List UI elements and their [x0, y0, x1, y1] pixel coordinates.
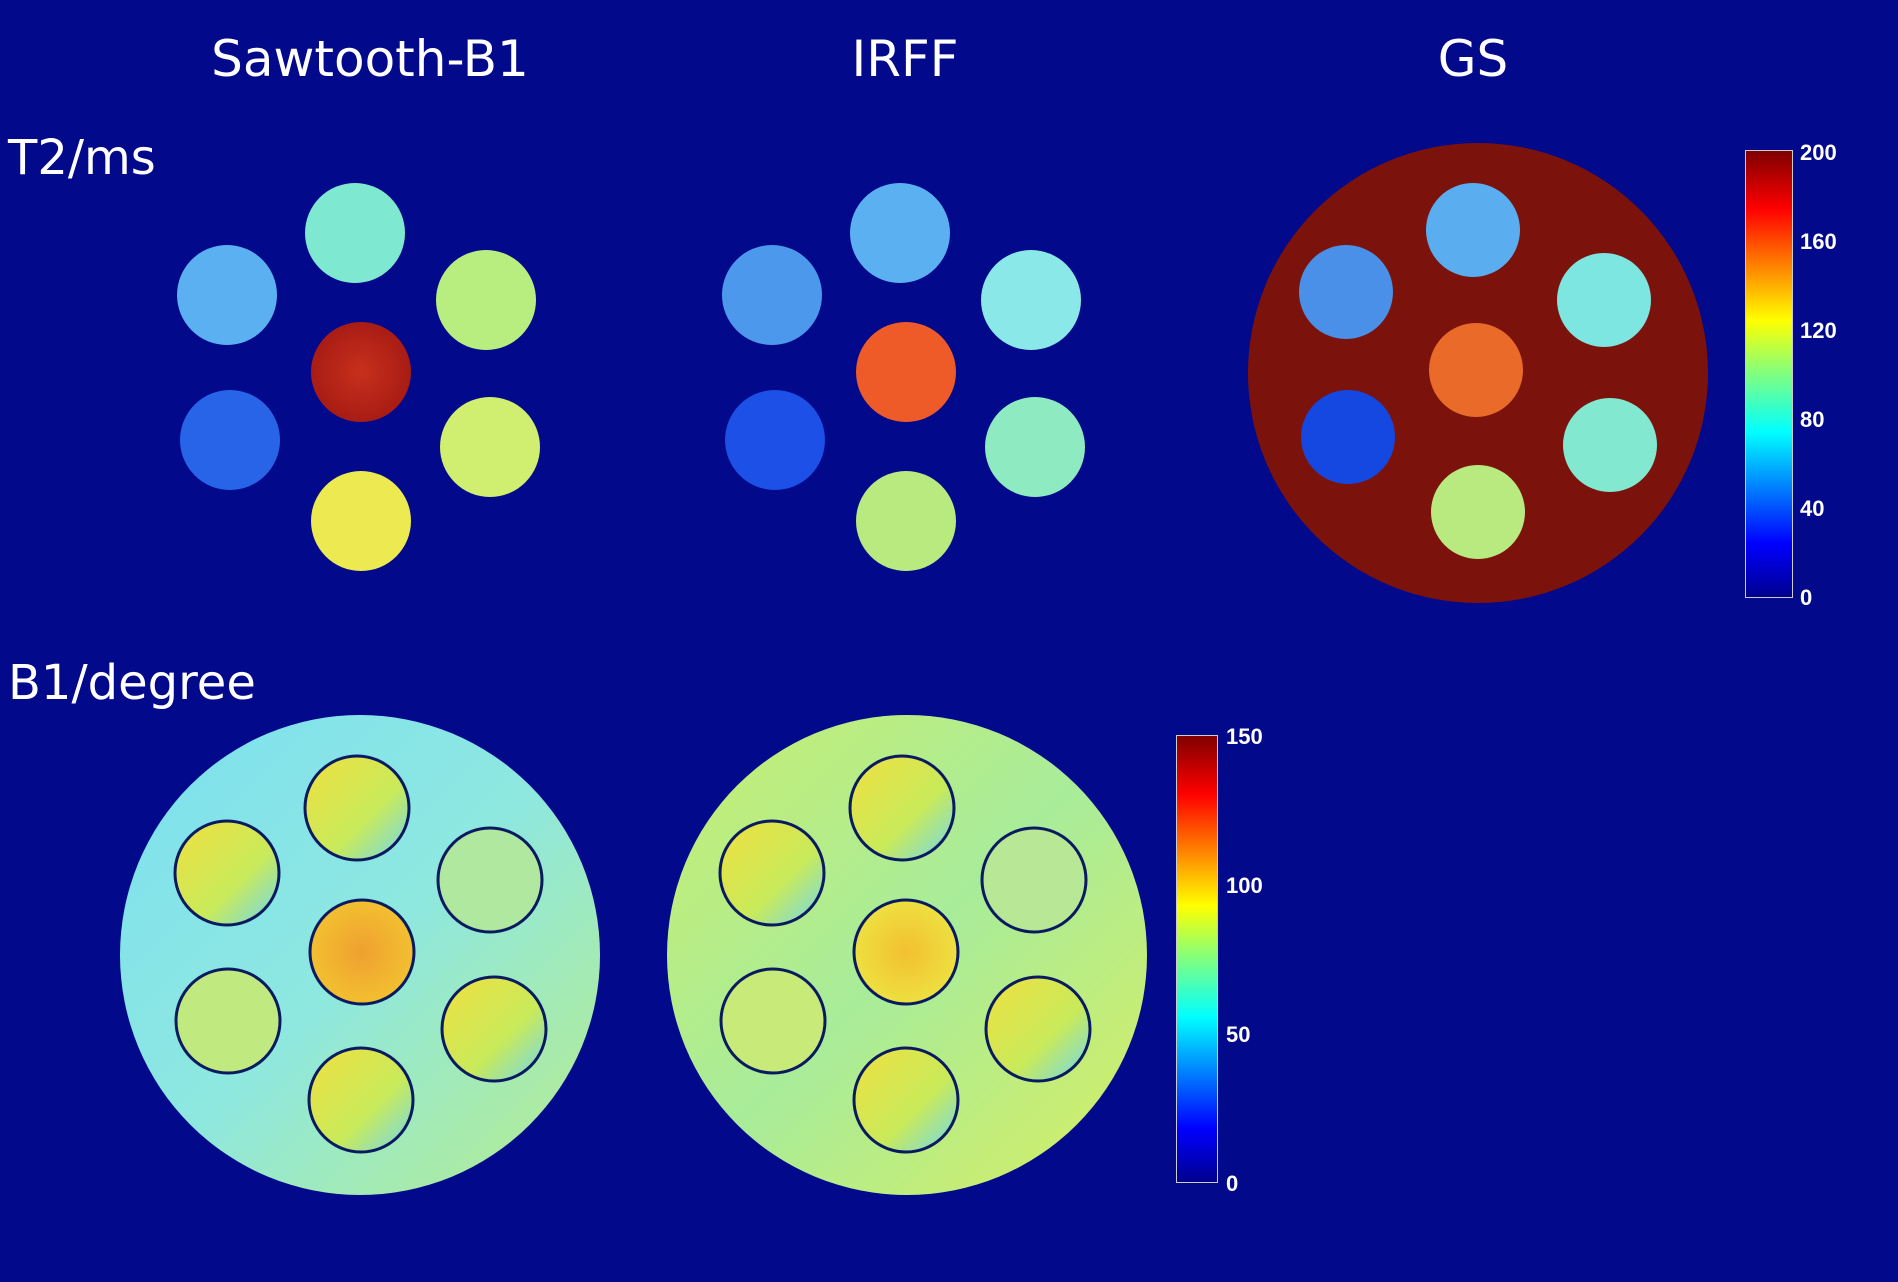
row-label-b1: B1/degree	[8, 655, 256, 711]
t2-tube-center	[1429, 323, 1523, 417]
t2-tube-3	[436, 250, 536, 350]
t2-map-sawtooth	[177, 183, 540, 571]
column-title-gs: GS	[1437, 30, 1509, 88]
b1-colorbar	[1176, 735, 1218, 1183]
t2-tube-5	[1563, 398, 1657, 492]
b1-tube-center	[852, 898, 960, 1006]
t2-colorbar	[1745, 150, 1793, 598]
t2-tube-5	[985, 397, 1085, 497]
t2-tube-4	[1301, 390, 1395, 484]
b1-tube-1	[303, 754, 411, 862]
t2-map-irff	[722, 183, 1085, 571]
b1-colorbar-tick: 100	[1226, 873, 1263, 898]
t2-tube-6	[1431, 465, 1525, 559]
t2-colorbar-tick: 40	[1800, 496, 1825, 521]
t2-tube-2	[1299, 245, 1393, 339]
b1-tube-2	[173, 819, 281, 927]
t2-colorbar-tick: 0	[1800, 585, 1813, 610]
t2-tube-2	[722, 245, 822, 345]
b1-tube-4	[174, 967, 282, 1075]
b1-colorbar-tick: 150	[1226, 724, 1263, 749]
t2-tube-4	[180, 390, 280, 490]
t2-colorbar-tick: 120	[1800, 318, 1837, 343]
t2-colorbar-tick: 80	[1800, 407, 1825, 432]
b1-tube-5	[440, 975, 548, 1083]
t2-tube-1	[1426, 183, 1520, 277]
b1-tube-center	[308, 898, 416, 1006]
b1-tube-1	[848, 754, 956, 862]
b1-map-sawtooth	[120, 715, 600, 1195]
b1-map-irff	[667, 715, 1147, 1195]
b1-tube-2	[718, 819, 826, 927]
t2-map-gs	[1248, 143, 1708, 603]
t2-tube-2	[177, 245, 277, 345]
t2-tube-6	[856, 471, 956, 571]
t2-tube-center	[856, 322, 956, 422]
t2-tube-3	[981, 250, 1081, 350]
t2-tube-center	[311, 322, 411, 422]
t2-tube-3	[1557, 253, 1651, 347]
t2-tube-5	[440, 397, 540, 497]
row-label-t2: T2/ms	[8, 130, 156, 186]
t2-tube-1	[305, 183, 405, 283]
b1-colorbar-tick: 50	[1226, 1022, 1251, 1047]
b1-tube-5	[984, 975, 1092, 1083]
t2-colorbar-tick: 160	[1800, 229, 1837, 254]
t2-colorbar-tick: 200	[1800, 140, 1837, 165]
column-title-irff: IRFF	[851, 30, 959, 88]
b1-tube-6	[852, 1046, 960, 1154]
b1-tube-4	[719, 967, 827, 1075]
b1-tube-6	[307, 1046, 415, 1154]
t2-tube-4	[725, 390, 825, 490]
b1-colorbar-tick: 0	[1226, 1171, 1239, 1196]
t2-tube-1	[850, 183, 950, 283]
b1-tube-3	[436, 826, 544, 934]
column-title-sawtooth: Sawtooth-B1	[211, 30, 529, 88]
t2-tube-6	[311, 471, 411, 571]
b1-tube-3	[980, 826, 1088, 934]
